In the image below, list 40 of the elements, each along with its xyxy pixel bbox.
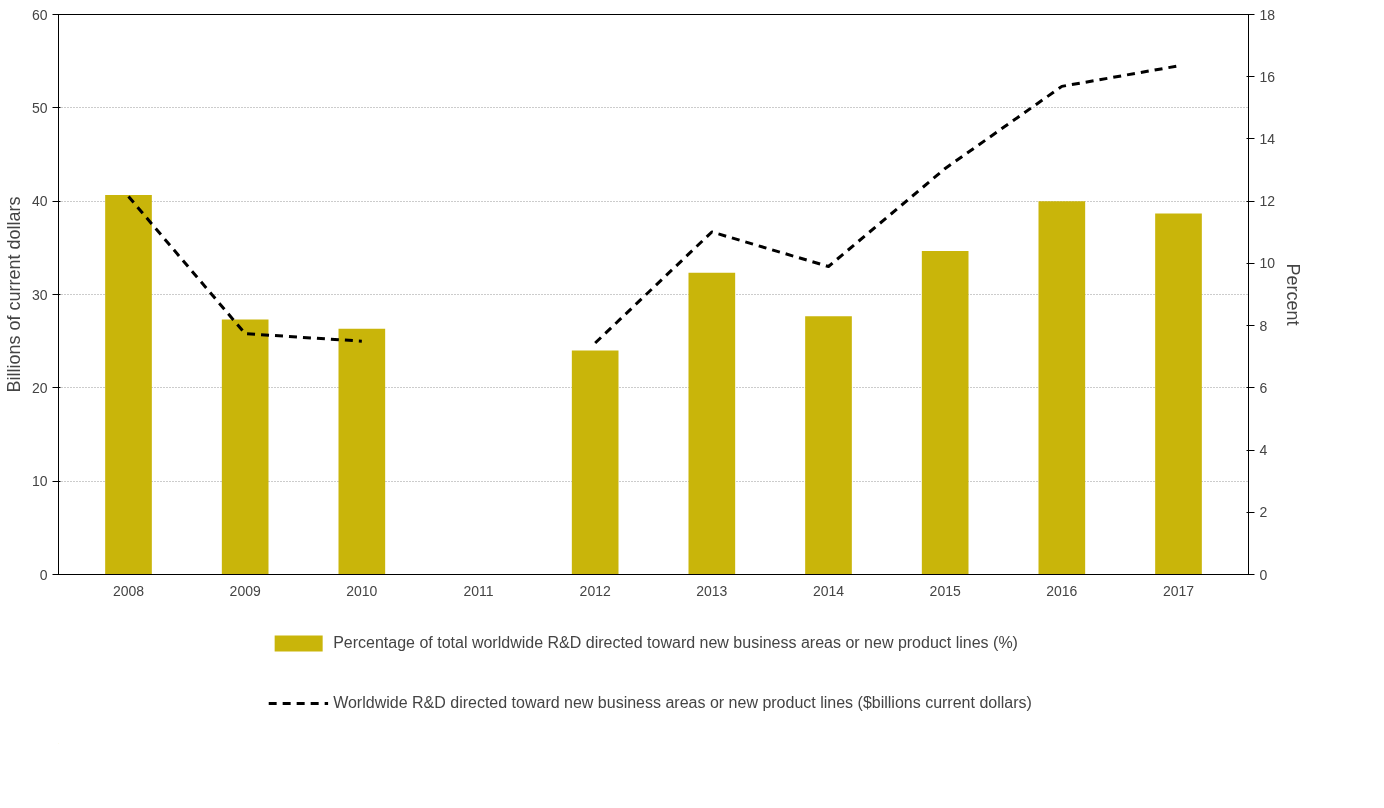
y2-tick-label: 18 [1259,6,1276,23]
x-tick-label: 2010 [346,582,378,599]
y2-tick-label: 10 [1259,255,1276,272]
y2-tick-label: 8 [1259,317,1268,334]
y2-tick-label: 4 [1259,442,1268,459]
y2-tick-label: 12 [1259,193,1276,210]
y2-axis-title: Percent [1283,263,1304,326]
y-tick-label: 50 [31,99,48,116]
x-tick-label: 2009 [229,582,261,599]
bar [688,272,736,575]
y-tick-label: 30 [31,286,48,303]
y-tick-label: 60 [31,6,48,23]
bar [105,194,152,575]
x-tick-label: 2011 [463,582,494,599]
bar [571,350,619,575]
y2-tick-label: 2 [1259,504,1268,521]
bar [221,319,269,575]
bar [338,328,386,575]
y2-tick-label: 16 [1259,68,1276,85]
y2-tick-label: 14 [1259,130,1276,147]
bar [1038,201,1086,575]
legend-label: Worldwide R&D directed toward new business areas or new product lines ($billions current dollars) [333,694,1032,712]
y-tick-label: 0 [39,566,48,583]
x-tick-label: 2008 [112,582,145,599]
y2-tick-label: 0 [1259,566,1268,583]
y-axis-title: Billions of current dollars [3,196,24,393]
bar [1155,213,1202,575]
y-tick-label: 10 [31,473,48,490]
x-tick-label: 2016 [1046,582,1078,599]
bar [921,250,969,575]
x-tick-label: 2014 [812,582,845,599]
x-tick-label: 2015 [929,582,961,599]
y-tick-label: 20 [31,379,48,396]
x-tick-label: 2013 [696,582,728,599]
y-tick-label: 40 [31,193,48,210]
bar [805,316,852,575]
x-tick-label: 2012 [579,582,611,599]
x-tick-label: 2017 [1162,582,1195,599]
y2-tick-label: 6 [1259,379,1268,396]
legend-label: Percentage of total worldwide R&D directed toward new business areas or new product lines (%) [333,634,1018,652]
